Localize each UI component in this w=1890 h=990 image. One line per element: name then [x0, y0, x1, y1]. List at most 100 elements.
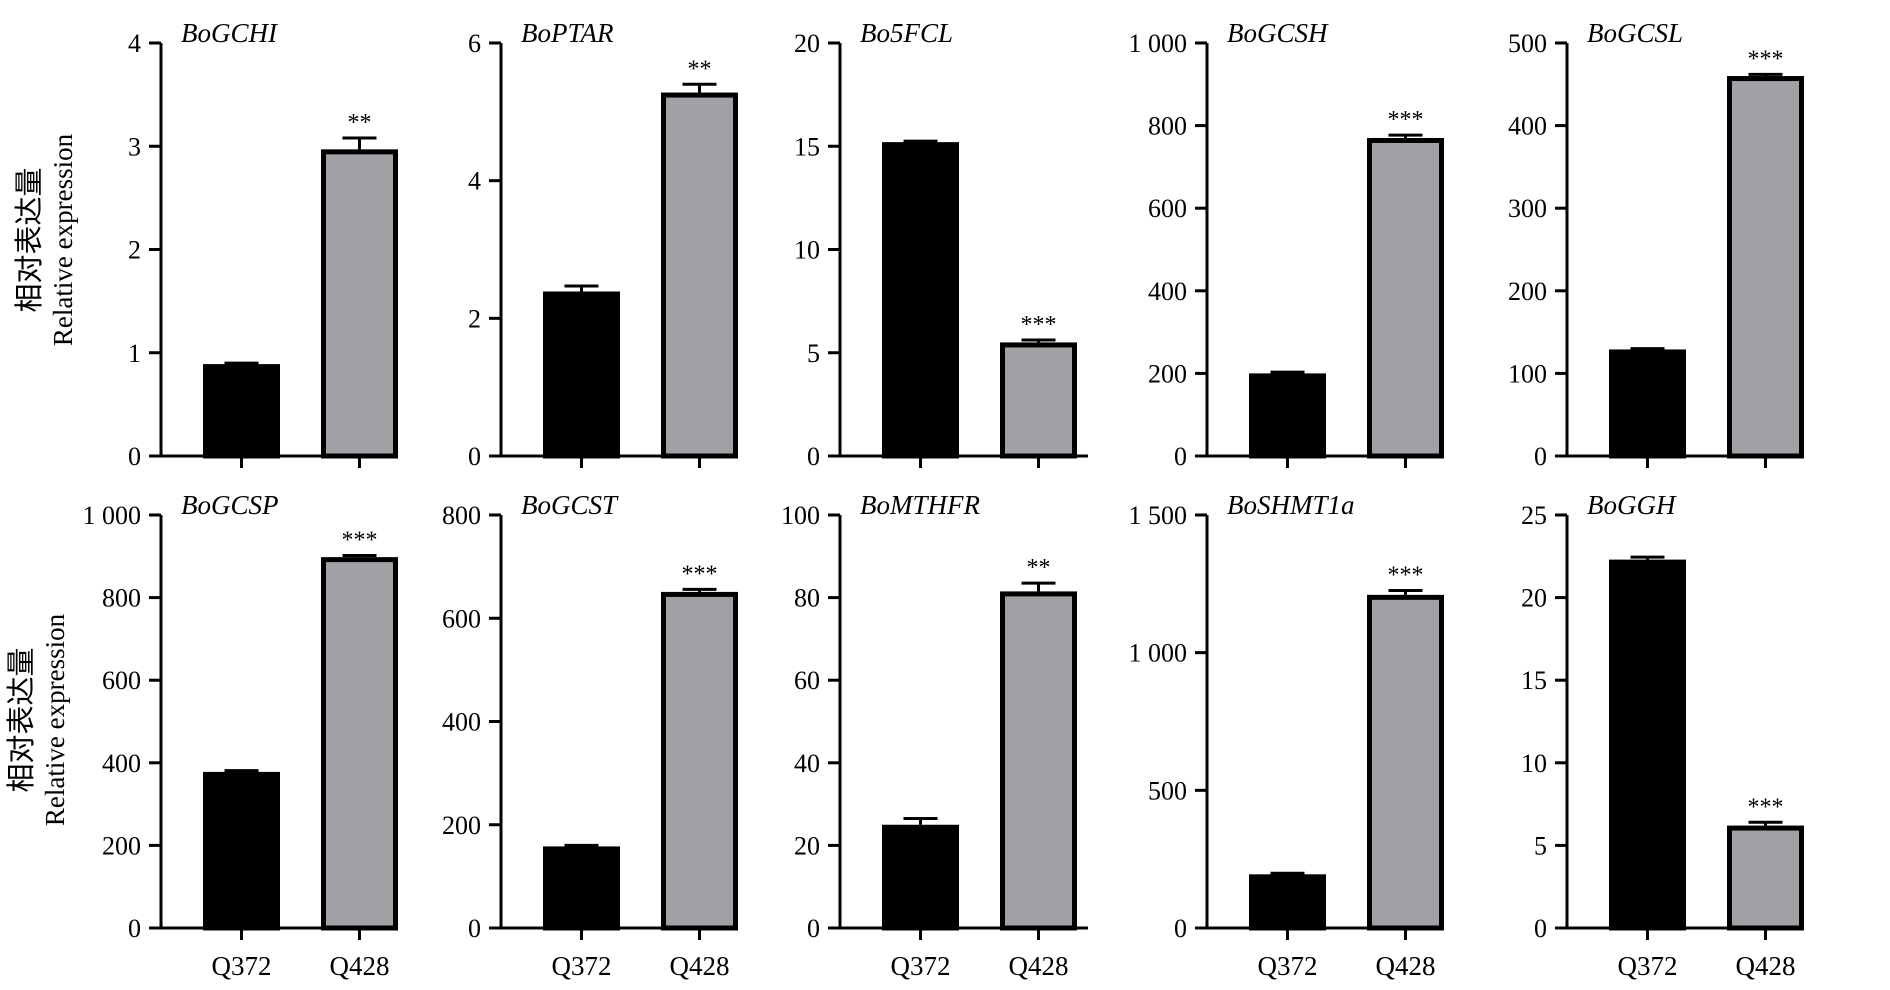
bar-Q428 — [1367, 137, 1444, 459]
x-tick-label-Q372: Q372 — [212, 951, 272, 981]
chart-title: BoMTHFR — [860, 490, 980, 520]
chart-title: BoGCSH — [1227, 18, 1329, 48]
y-tick-label: 6 — [468, 29, 481, 58]
significance-label-Q428: *** — [1388, 562, 1424, 588]
y-tick-label: 200 — [1148, 359, 1187, 388]
y-tick-label: 20 — [794, 29, 820, 58]
chart-panel-BoGCHI: 0 1 2 3 4 BoGCHI ** — [128, 18, 398, 471]
y-tick-label: 0 — [807, 442, 820, 471]
y-tick-label: 40 — [794, 749, 820, 778]
y-tick-label: 800 — [442, 501, 481, 530]
chart-panel-Bo5FCL: 0 5 10 15 20 Bo5FCL *** — [794, 18, 1088, 471]
bar-Q428 — [1000, 591, 1077, 931]
chart-panel-BoGCST: 0 200 400 600 800 BoGCST Q372 *** Q428 — [442, 490, 738, 981]
y-tick-label: 1 000 — [1129, 29, 1188, 58]
y-tick-label: 0 — [1174, 914, 1187, 943]
x-tick-label-Q372: Q372 — [891, 951, 951, 981]
bar-Q372 — [1609, 349, 1686, 459]
significance-label-Q428: *** — [342, 527, 378, 553]
y-tick-label: 300 — [1508, 194, 1547, 223]
x-tick-label-Q372: Q372 — [552, 951, 612, 981]
significance-label-Q428: ** — [1027, 555, 1051, 581]
chart-title: BoGGH — [1587, 490, 1677, 520]
y-tick-label: 500 — [1148, 776, 1187, 805]
chart-title: BoGCHI — [181, 18, 279, 48]
y-tick-label: 60 — [794, 666, 820, 695]
bar-Q372 — [543, 291, 620, 459]
bar-Q428 — [661, 92, 738, 459]
y-tick-label: 15 — [794, 132, 820, 161]
y-tick-label: 1 — [128, 339, 141, 368]
y-tick-label: 10 — [794, 236, 820, 265]
y-tick-label: 600 — [1148, 194, 1187, 223]
y-tick-label: 5 — [1534, 831, 1547, 860]
significance-label-Q428: *** — [1021, 312, 1057, 338]
y-tick-label: 0 — [1534, 442, 1547, 471]
chart-title: BoPTAR — [521, 18, 614, 48]
x-tick-label-Q428: Q428 — [330, 951, 390, 981]
bar-Q372 — [1249, 874, 1326, 931]
bar-Q428 — [1727, 825, 1804, 931]
y-tick-label: 1 000 — [1129, 639, 1188, 668]
chart-panel-BoPTAR: 0 2 4 6 BoPTAR ** — [468, 18, 738, 471]
y-tick-label: 400 — [442, 708, 481, 737]
y-tick-label: 400 — [1148, 277, 1187, 306]
chart-title: BoGCSP — [181, 490, 279, 520]
chart-title: BoSHMT1a — [1227, 490, 1355, 520]
chart-panel-BoGCSP: 0 200 400 600 800 1 000 BoGCSP Q372 *** Q428 — [83, 490, 398, 981]
y-tick-label: 4 — [128, 29, 141, 58]
y-tick-label: 0 — [128, 914, 141, 943]
bar-Q428 — [1367, 594, 1444, 931]
y-tick-label: 1 000 — [83, 501, 142, 530]
bar-Q428 — [1727, 76, 1804, 459]
y-tick-label: 15 — [1521, 666, 1547, 695]
x-tick-label-Q372: Q372 — [1618, 951, 1678, 981]
y-tick-label: 20 — [794, 831, 820, 860]
y-tick-label: 200 — [102, 831, 141, 860]
y-tick-label: 2 — [468, 304, 481, 333]
bar-Q428 — [321, 557, 398, 931]
y-tick-label: 200 — [442, 811, 481, 840]
y-tick-label: 100 — [781, 501, 820, 530]
chart-title: Bo5FCL — [860, 18, 953, 48]
y-tick-label: 5 — [807, 339, 820, 368]
y-tick-label: 600 — [102, 666, 141, 695]
significance-label-Q428: *** — [1748, 46, 1784, 72]
y-tick-label: 200 — [1508, 277, 1547, 306]
x-tick-label-Q372: Q372 — [1258, 951, 1318, 981]
y-tick-label: 600 — [442, 604, 481, 633]
bar-Q372 — [1609, 559, 1686, 931]
bar-Q428 — [1000, 342, 1077, 459]
bar-Q372 — [543, 846, 620, 931]
y-tick-label: 0 — [468, 442, 481, 471]
x-tick-label-Q428: Q428 — [1009, 951, 1069, 981]
y-tick-label: 80 — [794, 584, 820, 613]
y-tick-label: 25 — [1521, 501, 1547, 530]
significance-label-Q428: ** — [348, 110, 372, 136]
y-tick-label: 0 — [1174, 442, 1187, 471]
y-tick-label: 0 — [468, 914, 481, 943]
bar-Q428 — [661, 591, 738, 931]
y-tick-label: 20 — [1521, 584, 1547, 613]
bar-Q428 — [321, 149, 398, 459]
bar-Q372 — [203, 771, 280, 931]
significance-label-Q428: *** — [1748, 794, 1784, 820]
chart-title: BoGCSL — [1587, 18, 1683, 48]
chart-panel-BoMTHFR: 0 20 40 60 80 100 BoMTHFR Q372 ** Q428 — [781, 490, 1088, 981]
y-tick-label: 0 — [128, 442, 141, 471]
significance-label-Q428: *** — [1388, 107, 1424, 133]
y-tick-label: 4 — [468, 167, 481, 196]
y-tick-label: 0 — [1534, 914, 1547, 943]
chart-title: BoGCST — [521, 490, 619, 520]
significance-label-Q428: ** — [688, 56, 712, 82]
y-tick-label: 100 — [1508, 359, 1547, 388]
chart-panel-BoGCSL: 0 100 200 300 400 500 BoGCSL *** — [1508, 18, 1804, 471]
bar-Q372 — [1249, 373, 1326, 459]
significance-label-Q428: *** — [682, 561, 718, 587]
x-tick-label-Q428: Q428 — [1736, 951, 1796, 981]
bar-Q372 — [203, 364, 280, 459]
y-tick-label: 1 500 — [1129, 501, 1188, 530]
y-tick-label: 2 — [128, 236, 141, 265]
